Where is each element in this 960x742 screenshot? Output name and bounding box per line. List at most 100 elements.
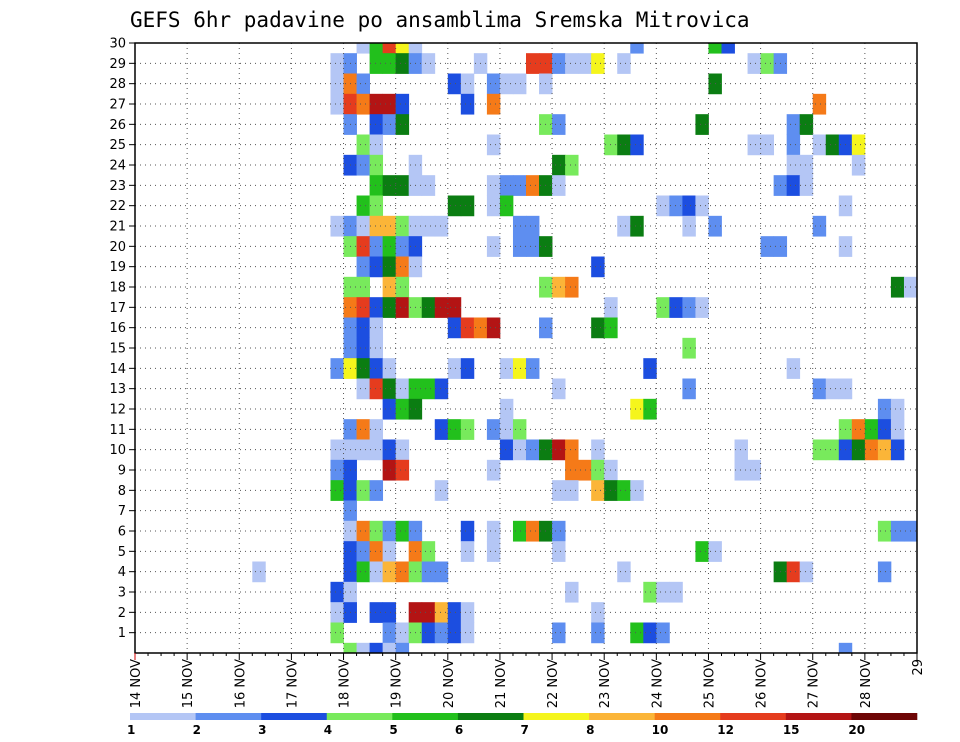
y-tick-label: 8 <box>118 484 126 499</box>
precip-cell <box>382 43 397 54</box>
precip-cell <box>356 541 370 562</box>
legend-label: 8 <box>586 723 594 737</box>
precip-cell <box>330 459 344 481</box>
precip-cell <box>512 439 527 461</box>
precip-cell <box>877 419 892 440</box>
precip-cell <box>356 195 370 217</box>
precip-cell <box>382 398 397 420</box>
precip-cell <box>330 73 344 95</box>
precip-cell <box>369 520 384 542</box>
cells-layer <box>252 43 918 654</box>
precip-cell <box>812 215 827 237</box>
precip-cell <box>695 541 709 562</box>
y-tick-label: 27 <box>109 98 126 113</box>
y-tick-label: 3 <box>118 586 126 601</box>
precip-cell <box>512 419 527 440</box>
precip-cell <box>356 561 370 583</box>
precip-cell <box>630 215 644 237</box>
precip-cell <box>565 154 579 176</box>
precip-cell <box>786 154 801 176</box>
precip-cell <box>578 53 592 74</box>
precip-cell <box>421 378 436 400</box>
legend-label: 3 <box>258 723 266 737</box>
x-tick-label: 19 NOV <box>390 659 405 708</box>
precip-cell <box>890 276 905 298</box>
precip-cell <box>747 134 761 156</box>
precip-cell <box>369 43 384 54</box>
precip-cell <box>682 297 696 318</box>
x-tick-label: 14 NOV <box>129 659 144 708</box>
precip-cell <box>747 459 761 481</box>
precip-cell <box>395 642 410 654</box>
x-tick-label: 29 <box>911 659 926 676</box>
precip-cell <box>617 561 631 583</box>
precip-cell <box>825 378 840 400</box>
precip-cell <box>395 398 410 420</box>
precip-cell <box>460 358 475 379</box>
x-tick-label: 21 NOV <box>494 659 509 708</box>
precip-cell <box>369 378 384 400</box>
precip-cell <box>565 459 579 481</box>
precip-cell <box>421 622 436 644</box>
precip-cell <box>421 561 436 583</box>
precip-cell <box>499 398 514 420</box>
y-tick-label: 16 <box>109 321 126 336</box>
precip-cell <box>591 317 605 339</box>
precip-cell <box>447 73 462 95</box>
precip-cell <box>460 93 475 115</box>
precip-cell <box>526 215 540 237</box>
legend-swatch <box>457 713 524 720</box>
precip-cell <box>552 175 566 196</box>
x-tick-label: 23 NOV <box>598 659 613 708</box>
y-tick-label: 6 <box>118 525 126 540</box>
precip-cell <box>356 134 370 156</box>
precip-cell <box>486 175 501 196</box>
y-tick-label: 1 <box>118 626 126 641</box>
precip-cell <box>552 114 566 135</box>
legend-label: 2 <box>193 723 201 737</box>
precip-cell <box>421 175 436 196</box>
precip-cell <box>369 439 384 461</box>
precip-cell <box>499 419 514 440</box>
precip-cell <box>682 195 696 217</box>
precip-cell <box>747 53 761 74</box>
precip-cell <box>395 622 410 644</box>
y-axis: 1234567891011121314151617181920212223242… <box>109 37 135 641</box>
legend-swatch <box>654 713 721 720</box>
precip-cell <box>382 358 397 379</box>
precip-cell <box>382 520 397 542</box>
precip-cell <box>447 358 462 379</box>
precip-cell <box>395 256 410 278</box>
precip-cell <box>382 378 397 400</box>
precip-cell <box>591 256 605 278</box>
precip-cell <box>434 561 449 583</box>
precip-cell <box>382 439 397 461</box>
precip-cell <box>838 642 853 654</box>
precip-cell <box>708 43 722 54</box>
precip-cell <box>356 297 370 318</box>
precip-cell <box>630 622 644 644</box>
precip-cell <box>695 297 709 318</box>
precip-cell <box>864 419 879 440</box>
precip-cell <box>369 236 384 257</box>
precip-cell <box>460 520 475 542</box>
legend-swatch <box>589 713 655 720</box>
y-tick-label: 11 <box>109 423 126 438</box>
precip-cell <box>369 642 384 654</box>
precip-cell <box>460 541 475 562</box>
precip-cell <box>825 134 840 156</box>
precip-cell <box>786 114 801 135</box>
precip-cell <box>890 520 905 542</box>
precip-cell <box>526 358 540 379</box>
precip-cell <box>499 175 514 196</box>
y-tick-label: 20 <box>109 240 126 255</box>
precip-cell <box>421 53 436 74</box>
precip-cell <box>617 53 631 74</box>
precip-cell <box>460 317 475 339</box>
precip-cell <box>395 439 410 461</box>
precip-cell <box>382 541 397 562</box>
legend-label: 12 <box>717 723 734 737</box>
precip-cell <box>395 561 410 583</box>
precip-cell <box>512 73 527 95</box>
precip-cell <box>682 215 696 237</box>
